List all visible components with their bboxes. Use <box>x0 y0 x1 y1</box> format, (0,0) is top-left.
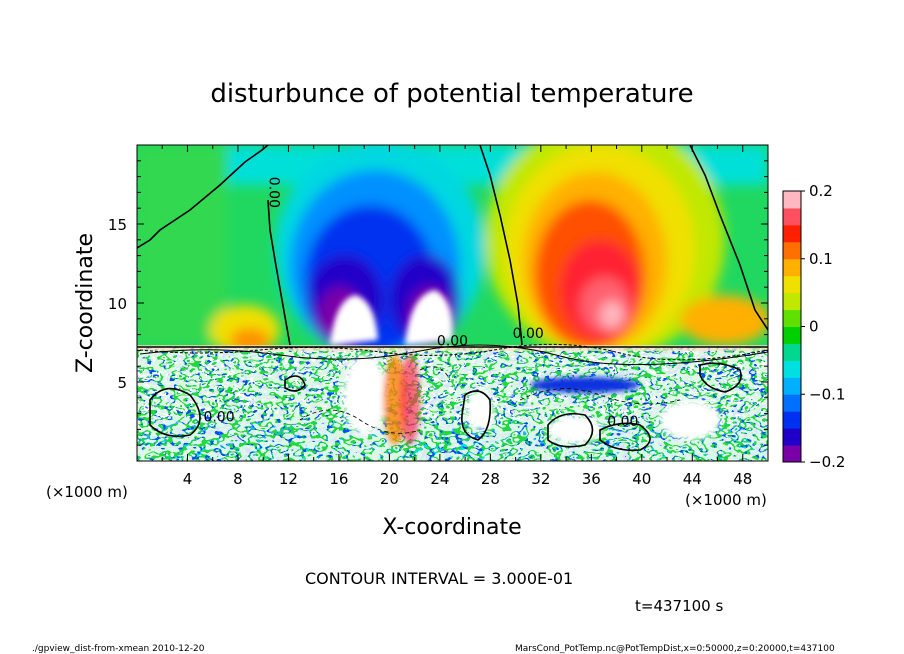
colorbar-segment <box>783 224 801 243</box>
x-tick-label: 16 <box>329 470 348 488</box>
colorbar-segment <box>783 258 801 277</box>
x-tick-label: 36 <box>582 470 601 488</box>
colorbar: 0.2 0.1 0 −0.1 −0.2 <box>782 182 845 471</box>
colorbar-segment <box>783 207 801 226</box>
colorbar-tick-label: −0.1 <box>809 385 845 403</box>
time-label: t=437100 s <box>635 597 723 615</box>
colorbar-segment <box>783 377 801 395</box>
x-tick-label: 8 <box>233 470 243 488</box>
colorbar-tick-label: 0 <box>809 318 819 336</box>
footer-left: ./gpview_dist-from-xmean 2010-12-20 <box>32 644 205 654</box>
colorbar-segment <box>783 326 801 344</box>
contour-label: 0.00 <box>607 414 638 430</box>
x-tick-label: 20 <box>380 470 399 488</box>
y-tick-label: 5 <box>117 374 127 392</box>
contour-label: 0.00 <box>513 326 544 342</box>
colorbar-segment <box>783 445 801 463</box>
x-tick-label: 24 <box>430 470 449 488</box>
x-tick-label: 32 <box>531 470 550 488</box>
colorbar-segment <box>783 309 801 327</box>
x-tick-label: 4 <box>183 470 193 488</box>
colorbar-segment <box>783 428 801 446</box>
contour-interval-note: CONTOUR INTERVAL = 3.000E-01 <box>305 569 573 588</box>
colorbar-segment <box>783 343 801 361</box>
colorbar-tick-label: 0.2 <box>809 182 833 200</box>
colorbar-segment <box>783 191 801 209</box>
y-axis: 5 10 15 <box>108 160 768 446</box>
colorbar-tick-label: 0.1 <box>809 250 833 268</box>
colorbar-segment <box>783 275 801 294</box>
colorbar-segment <box>783 292 801 311</box>
footer-right: MarsCond_PotTemp.nc@PotTempDist,x=0:5000… <box>515 644 835 654</box>
contour-label: 0.00 <box>266 177 282 208</box>
y-tick-label: 15 <box>108 216 127 234</box>
colorbar-segment <box>783 394 801 412</box>
colorbar-segment <box>783 241 801 260</box>
plot-area <box>137 145 768 461</box>
y-unit-label: (×1000 m) <box>46 483 128 501</box>
x-tick-label: 40 <box>632 470 651 488</box>
x-tick-label: 28 <box>481 470 500 488</box>
contour-label: 0.00 <box>437 334 468 350</box>
y-axis-label: Z-coordinate <box>73 233 98 373</box>
colorbar-segment <box>783 360 801 378</box>
contour-label: 0.00 <box>203 410 234 426</box>
contour-labels: 0.00 0.00 0.00 0.00 0.00 <box>203 177 638 430</box>
colorbar-tick-label: −0.2 <box>809 453 845 471</box>
x-unit-label: (×1000 m) <box>685 491 767 509</box>
x-tick-label: 12 <box>279 470 298 488</box>
x-tick-label: 44 <box>683 470 702 488</box>
colorbar-segment <box>783 411 801 429</box>
x-axis: 4 8 12 16 20 24 28 32 36 40 44 48 <box>161 145 752 488</box>
chart-title: disturbunce of potential temperature <box>210 79 693 109</box>
x-tick-label: 48 <box>733 470 752 488</box>
x-axis-label: X-coordinate <box>382 515 521 540</box>
y-tick-label: 10 <box>108 295 127 313</box>
